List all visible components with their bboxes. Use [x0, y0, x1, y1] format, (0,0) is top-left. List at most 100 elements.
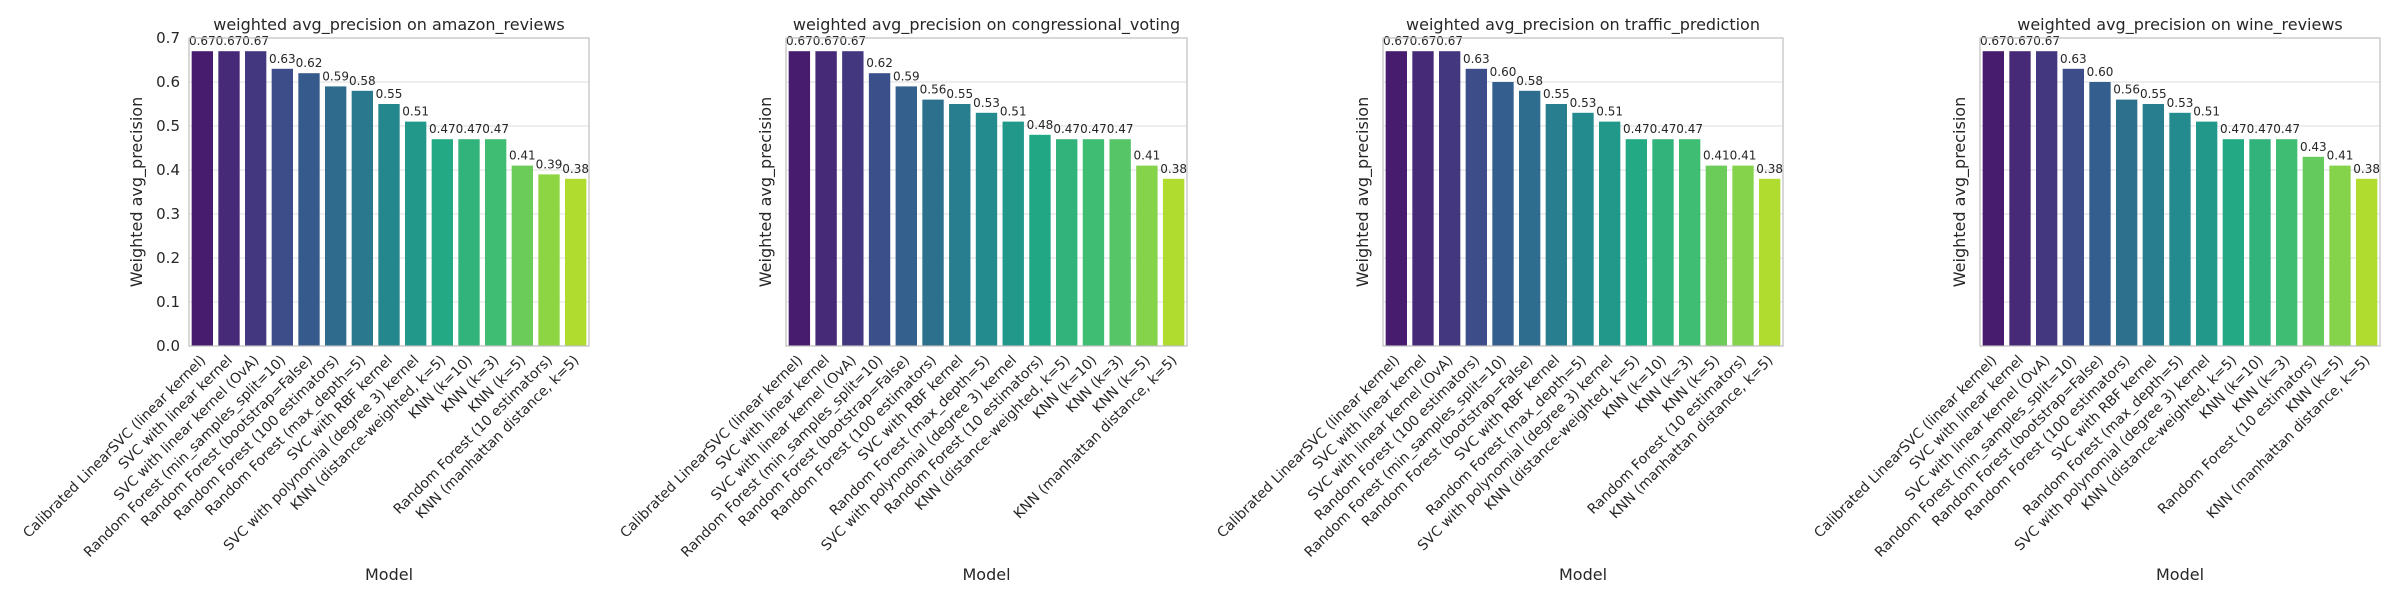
- bar: [458, 139, 480, 346]
- data-label: 0.53: [2167, 96, 2194, 110]
- data-label: 0.67: [1410, 34, 1437, 48]
- data-label: 0.47: [1676, 122, 1703, 136]
- data-label: 0.67: [1383, 34, 1410, 48]
- bar: [1599, 121, 1621, 346]
- x-axis-label: Model: [1559, 565, 1607, 584]
- data-label: 0.62: [866, 56, 893, 70]
- x-axis-label: Model: [365, 565, 413, 584]
- data-label: 0.51: [402, 105, 429, 119]
- data-label: 0.56: [920, 83, 947, 97]
- data-label: 0.39: [536, 157, 563, 171]
- y-tick-label: 0.2: [156, 249, 180, 267]
- bar: [1162, 178, 1185, 346]
- bar: [218, 51, 240, 346]
- bar: [1572, 112, 1594, 346]
- bar: [245, 51, 267, 346]
- chart-title: weighted avg_precision on congressional_…: [793, 15, 1180, 35]
- bar: [1082, 139, 1105, 346]
- y-tick-label: 0.3: [156, 205, 180, 223]
- bar: [1625, 139, 1647, 346]
- data-label: 0.41: [2327, 149, 2354, 163]
- data-label: 0.51: [2193, 105, 2220, 119]
- data-label: 0.67: [839, 34, 866, 48]
- bar: [788, 51, 811, 346]
- bar: [815, 51, 837, 346]
- bar: [2276, 139, 2298, 346]
- y-axis-label: Weighted avg_precision: [756, 97, 776, 287]
- y-tick-label: 0.4: [156, 161, 180, 179]
- data-label: 0.60: [2087, 65, 2114, 79]
- chart-title: weighted avg_precision on wine_reviews: [2017, 15, 2343, 35]
- data-label: 0.67: [813, 34, 840, 48]
- bar: [511, 165, 533, 346]
- bar: [975, 112, 998, 346]
- bar: [485, 139, 507, 346]
- bar: [1136, 165, 1158, 346]
- y-tick-label: 0.0: [156, 337, 180, 355]
- bar: [538, 174, 560, 346]
- bar: [2009, 51, 2031, 346]
- bar: [325, 86, 347, 347]
- bar: [191, 51, 213, 346]
- data-label: 0.55: [1543, 87, 1570, 101]
- data-label: 0.55: [2140, 87, 2167, 101]
- bar: [1732, 165, 1754, 346]
- data-label: 0.56: [2113, 83, 2140, 97]
- bar: [378, 104, 400, 346]
- bar: [1492, 82, 1514, 346]
- y-tick-label: 0.5: [156, 117, 180, 135]
- data-label: 0.47: [429, 122, 456, 136]
- x-axis-label: Model: [2156, 565, 2204, 584]
- bar: [271, 68, 293, 347]
- bar: [405, 121, 427, 346]
- data-label: 0.67: [1980, 34, 2007, 48]
- data-label: 0.41: [509, 149, 536, 163]
- data-label: 0.67: [2007, 34, 2034, 48]
- data-label: 0.41: [1134, 149, 1161, 163]
- bar: [565, 178, 587, 346]
- y-axis-label: Weighted avg_precision: [127, 97, 147, 287]
- bar: [1029, 134, 1051, 346]
- bar: [2302, 156, 2324, 346]
- data-label: 0.47: [1080, 122, 1107, 136]
- bar: [922, 99, 944, 346]
- bar: [1385, 51, 1407, 346]
- y-tick-label: 0.1: [156, 293, 180, 311]
- bar: [2062, 68, 2084, 347]
- data-label: 0.67: [2033, 34, 2060, 48]
- y-axis-label: Weighted avg_precision: [1950, 97, 1970, 287]
- data-label: 0.63: [2060, 52, 2087, 66]
- axes-frame: [1382, 37, 1784, 347]
- bar: [2089, 82, 2111, 346]
- y-axis-label: Weighted avg_precision: [1353, 97, 1373, 287]
- bar: [1465, 68, 1487, 347]
- bar: [1652, 139, 1674, 346]
- data-label: 0.47: [2247, 122, 2274, 136]
- bar: [868, 73, 891, 346]
- data-label: 0.51: [1596, 105, 1623, 119]
- axes-frame: [785, 37, 1188, 347]
- bar: [1679, 139, 1701, 346]
- chart-title: weighted avg_precision on traffic_predic…: [1406, 15, 1760, 35]
- bar: [2329, 165, 2351, 346]
- data-label: 0.47: [2273, 122, 2300, 136]
- bar: [1519, 90, 1541, 346]
- bar: [949, 104, 971, 346]
- data-label: 0.67: [216, 34, 243, 48]
- data-label: 0.47: [2220, 122, 2247, 136]
- data-label: 0.38: [1160, 162, 1187, 176]
- data-label: 0.67: [1436, 34, 1463, 48]
- bar: [842, 51, 864, 346]
- data-label: 0.41: [1703, 149, 1730, 163]
- data-label: 0.38: [2353, 162, 2380, 176]
- data-label: 0.47: [482, 122, 509, 136]
- bar: [2142, 104, 2164, 346]
- data-label: 0.47: [1053, 122, 1080, 136]
- data-label: 0.41: [1730, 149, 1757, 163]
- bar: [2169, 112, 2191, 346]
- bar: [1412, 51, 1434, 346]
- data-label: 0.58: [1516, 74, 1543, 88]
